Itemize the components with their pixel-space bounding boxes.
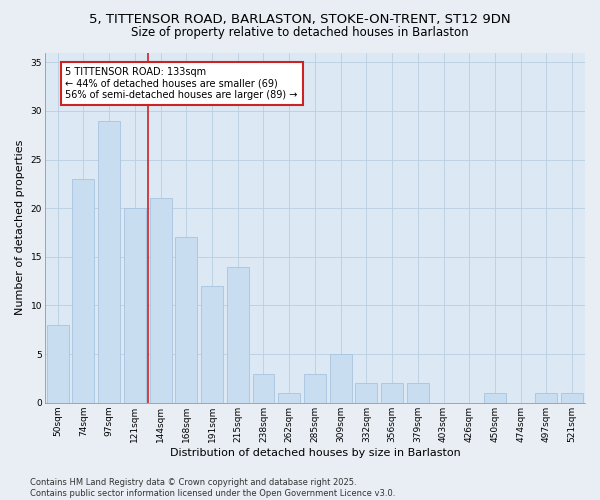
Bar [227,266,248,403]
Bar [278,393,300,403]
Bar [201,286,223,403]
Bar [381,384,403,403]
Bar [355,384,377,403]
Bar [98,120,120,403]
Bar [149,198,172,403]
Bar [47,325,68,403]
Y-axis label: Number of detached properties: Number of detached properties [15,140,25,316]
Bar [484,393,506,403]
Bar [124,208,146,403]
Text: 5 TITTENSOR ROAD: 133sqm
← 44% of detached houses are smaller (69)
56% of semi-d: 5 TITTENSOR ROAD: 133sqm ← 44% of detach… [65,67,298,100]
Bar [561,393,583,403]
X-axis label: Distribution of detached houses by size in Barlaston: Distribution of detached houses by size … [170,448,460,458]
Bar [407,384,429,403]
Bar [73,179,94,403]
Bar [304,374,326,403]
Bar [330,354,352,403]
Text: Size of property relative to detached houses in Barlaston: Size of property relative to detached ho… [131,26,469,39]
Text: 5, TITTENSOR ROAD, BARLASTON, STOKE-ON-TRENT, ST12 9DN: 5, TITTENSOR ROAD, BARLASTON, STOKE-ON-T… [89,12,511,26]
Bar [535,393,557,403]
Bar [175,238,197,403]
Text: Contains HM Land Registry data © Crown copyright and database right 2025.
Contai: Contains HM Land Registry data © Crown c… [30,478,395,498]
Bar [253,374,274,403]
